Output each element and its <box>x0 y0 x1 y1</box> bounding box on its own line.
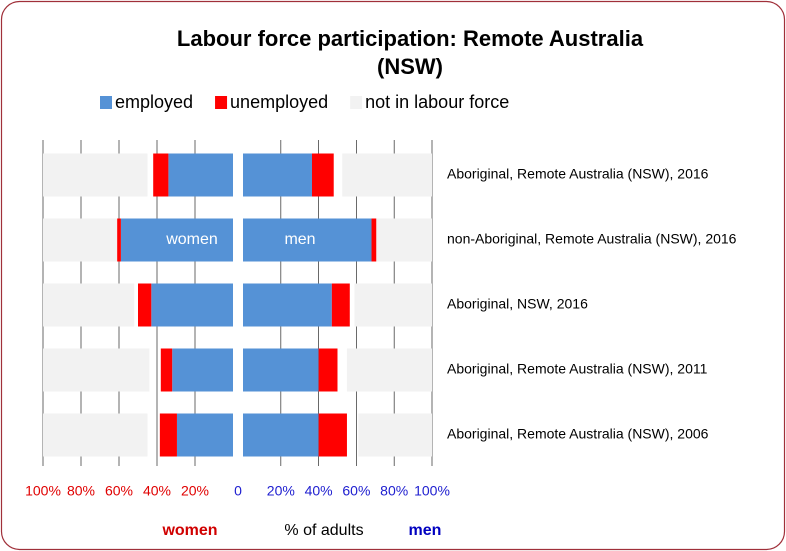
bar-segment <box>168 153 233 197</box>
annotation: men <box>284 231 315 248</box>
bar-segment <box>243 153 312 197</box>
bar-segment <box>243 218 372 262</box>
x-tick-label: 20% <box>181 483 209 499</box>
bar-segment <box>138 283 152 327</box>
bar-segment <box>160 348 173 392</box>
bar-segment <box>243 413 319 457</box>
category-label: Aboriginal, NSW, 2016 <box>447 296 588 312</box>
x-tick-label: 40% <box>143 483 171 499</box>
x-axis-label: % of adults <box>284 522 363 539</box>
bar-segment <box>376 218 432 262</box>
bar-segment <box>346 348 432 392</box>
x-tick-label: 80% <box>380 483 408 499</box>
x-tick-label: 40% <box>305 483 333 499</box>
annotation: women <box>165 231 218 248</box>
bar-segment <box>117 218 121 262</box>
legend-label: employed <box>115 92 193 112</box>
bar-segment <box>120 218 233 262</box>
bar-segment <box>318 348 338 392</box>
bar-segment <box>371 218 378 262</box>
bar-segment <box>243 283 332 327</box>
legend-swatch <box>100 96 112 109</box>
bar-segment <box>311 153 334 197</box>
bar-segment <box>176 413 233 457</box>
category-label: Aboriginal, Remote Australia (NSW), 2016 <box>447 166 709 182</box>
x-axis-label-men: men <box>409 522 442 539</box>
bar-segment <box>172 348 233 392</box>
x-tick-label: 100% <box>25 483 61 499</box>
x-tick-label: 100% <box>414 483 450 499</box>
bar-segment <box>43 348 150 392</box>
legend-label: unemployed <box>230 92 328 112</box>
bar-segment <box>153 153 169 197</box>
bar-segment <box>43 413 148 457</box>
chart-title: Labour force participation: Remote Austr… <box>177 26 644 51</box>
chart-title: (NSW) <box>377 54 443 79</box>
category-label: Aboriginal, Remote Australia (NSW), 2011 <box>447 361 708 377</box>
legend-swatch <box>350 96 363 109</box>
legend-label: not in labour force <box>365 92 509 112</box>
bar-segment <box>318 413 347 457</box>
bar-segment <box>159 413 177 457</box>
bar-segment <box>43 218 118 262</box>
bar-segment <box>43 153 148 197</box>
bar-segment <box>342 153 432 197</box>
bar-segment <box>151 283 233 327</box>
x-axis-label-women: women <box>161 522 217 539</box>
bar-segment <box>331 283 350 327</box>
x-tick-label: 80% <box>67 483 95 499</box>
x-tick-label: 0 <box>234 483 242 499</box>
x-tick-label: 20% <box>267 483 295 499</box>
category-label: Aboriginal, Remote Australia (NSW), 2006 <box>447 426 709 442</box>
x-tick-label: 60% <box>342 483 370 499</box>
bar-segment <box>354 283 432 327</box>
legend-swatch <box>215 96 228 109</box>
bar-segment <box>243 348 319 392</box>
bar-segment <box>43 283 135 327</box>
bar-segment <box>358 413 432 457</box>
category-label: non-Aboriginal, Remote Australia (NSW), … <box>447 231 737 247</box>
x-tick-label: 60% <box>105 483 133 499</box>
